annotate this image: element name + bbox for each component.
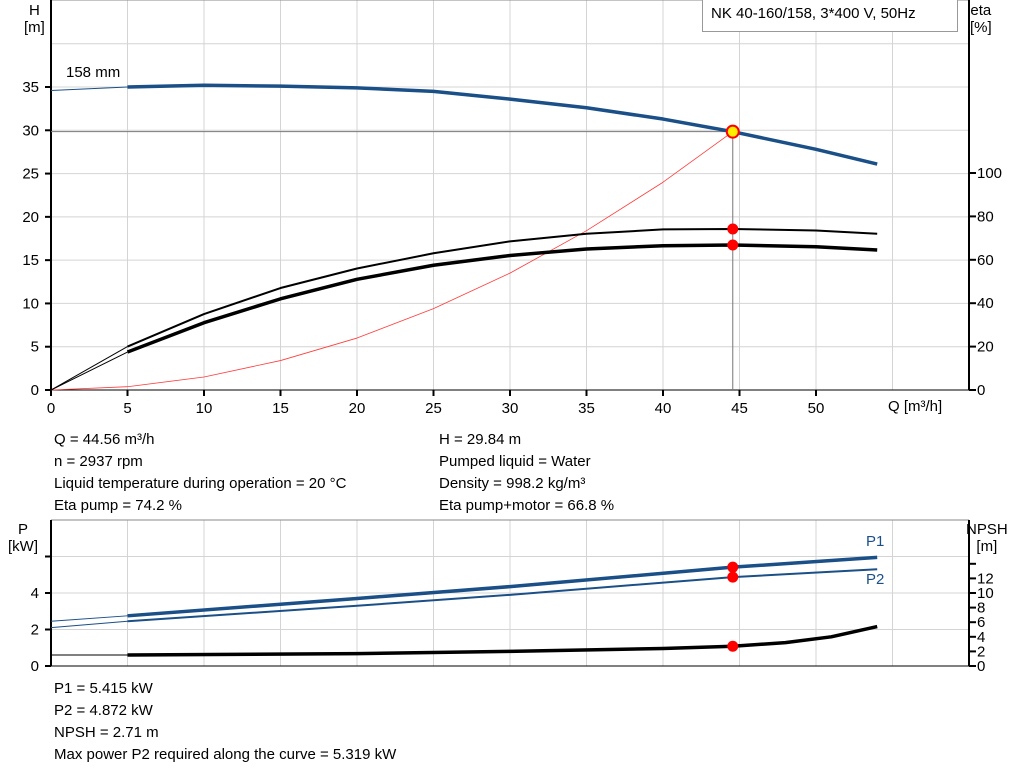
p2-point bbox=[727, 571, 739, 583]
left-tick-label: 0 bbox=[31, 658, 39, 675]
info-line: H = 29.84 m bbox=[439, 431, 522, 448]
right-tick-label: 80 bbox=[977, 208, 994, 225]
info-line: Q = 44.56 m³/h bbox=[54, 431, 155, 448]
eta-pump-point bbox=[727, 223, 739, 235]
info-line: P2 = 4.872 kW bbox=[54, 702, 153, 719]
info-line: Liquid temperature during operation = 20… bbox=[54, 475, 347, 492]
x-tick-label: 0 bbox=[47, 400, 55, 417]
info-bottom: P1 = 5.415 kW P2 = 4.872 kW NPSH = 2.71 … bbox=[54, 678, 396, 766]
right-tick-label: 40 bbox=[977, 295, 994, 312]
info-line: Eta pump+motor = 66.8 % bbox=[439, 497, 615, 514]
x-tick-label: 20 bbox=[349, 400, 366, 417]
head-curve-extension bbox=[50, 86, 128, 91]
info-line: Density = 998.2 kg/m³ bbox=[439, 475, 586, 492]
system-curve bbox=[50, 131, 734, 391]
npsh-axis-label: NPSH [m] bbox=[966, 521, 1008, 555]
right-tick-label: 2 bbox=[977, 643, 985, 660]
right-tick-label: 100 bbox=[977, 165, 1002, 182]
impeller-diameter-label: 158 mm bbox=[66, 64, 121, 81]
info-line: P1 = 5.415 kW bbox=[54, 680, 153, 697]
info-line: Max power P2 required along the curve = … bbox=[54, 746, 397, 763]
left-tick-label: 5 bbox=[31, 339, 39, 356]
eta-pump-curve bbox=[127, 227, 878, 348]
right-tick-label: 60 bbox=[977, 252, 994, 269]
x-tick-label: 10 bbox=[196, 400, 213, 417]
left-tick-label: 20 bbox=[22, 209, 39, 226]
x-tick-label: 50 bbox=[808, 400, 825, 417]
left-tick-label: 2 bbox=[31, 622, 39, 639]
eta-pump-motor-point bbox=[727, 239, 739, 251]
info-line: n = 2937 rpm bbox=[54, 453, 143, 470]
eta-axis-label: eta [%] bbox=[970, 2, 992, 36]
info-right: H = 29.84 m Pumped liquid = Water Densit… bbox=[439, 429, 614, 517]
info-left: Q = 44.56 m³/h n = 2937 rpm Liquid tempe… bbox=[54, 429, 346, 517]
x-tick-label: 5 bbox=[123, 400, 131, 417]
p1-curve-extension bbox=[50, 615, 128, 622]
left-tick-label: 25 bbox=[22, 166, 39, 183]
left-tick-label: 0 bbox=[31, 382, 39, 399]
x-tick-label: 15 bbox=[272, 400, 289, 417]
x-tick-label: 45 bbox=[731, 400, 748, 417]
left-tick-label: 10 bbox=[22, 295, 39, 312]
npsh-curve bbox=[127, 624, 878, 657]
p2-label: P2 bbox=[866, 571, 885, 588]
right-tick-label: 6 bbox=[977, 614, 985, 631]
right-tick-label: 20 bbox=[977, 339, 994, 356]
left-tick-label: 35 bbox=[22, 79, 39, 96]
p2-curve-extension bbox=[50, 620, 128, 629]
eta-pump-motor-curve bbox=[126, 243, 878, 354]
chart-title: NK 40-160/158, 3*400 V, 50Hz bbox=[702, 0, 958, 32]
p2-curve bbox=[127, 568, 878, 623]
info-line: Eta pump = 74.2 % bbox=[54, 497, 182, 514]
p1-point bbox=[727, 561, 739, 573]
eta-pump-motor-curve-extension bbox=[50, 351, 128, 391]
p-axis-label: P [kW] bbox=[8, 521, 38, 555]
right-tick-label: 10 bbox=[977, 585, 994, 602]
npsh-point bbox=[727, 640, 739, 652]
right-tick-label: 0 bbox=[977, 382, 985, 399]
left-tick-label: 4 bbox=[31, 585, 39, 602]
right-tick-label: 12 bbox=[977, 570, 994, 587]
p1-curve bbox=[127, 555, 878, 618]
q-axis-label: Q [m³/h] bbox=[888, 398, 943, 415]
h-axis-label: H [m] bbox=[24, 2, 45, 36]
x-tick-label: 25 bbox=[425, 400, 442, 417]
info-line: NPSH = 2.71 m bbox=[54, 724, 159, 741]
x-tick-label: 30 bbox=[502, 400, 519, 417]
right-tick-label: 8 bbox=[977, 600, 985, 617]
left-tick-label: 30 bbox=[22, 122, 39, 139]
x-tick-label: 35 bbox=[578, 400, 595, 417]
info-line: Pumped liquid = Water bbox=[439, 453, 591, 470]
duty-point-marker bbox=[725, 124, 740, 139]
right-tick-label: 4 bbox=[977, 629, 985, 646]
left-tick-label: 15 bbox=[22, 252, 39, 269]
right-tick-label: 0 bbox=[977, 658, 985, 675]
p1-label: P1 bbox=[866, 533, 885, 550]
head-curve bbox=[127, 83, 878, 166]
eta-pump-curve-extension bbox=[50, 346, 128, 391]
x-tick-label: 40 bbox=[655, 400, 672, 417]
